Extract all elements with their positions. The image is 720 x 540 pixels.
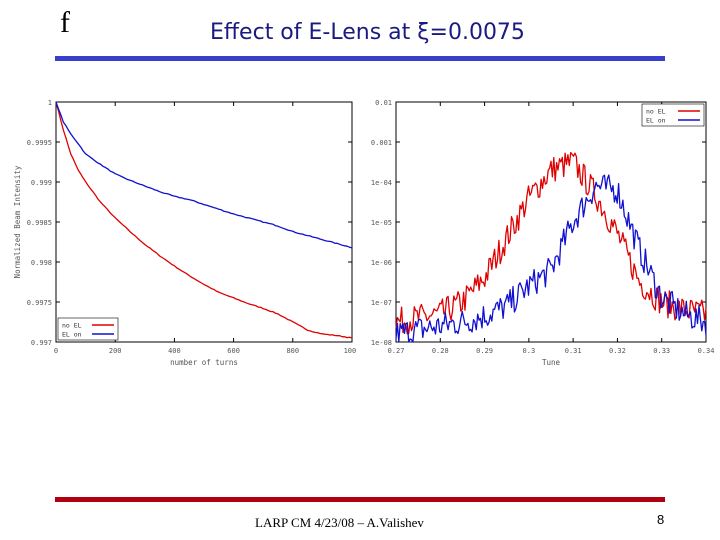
y-tick-label: 0.9985 [27,219,52,227]
x-axis-label: Tune [542,358,561,367]
tune-spectrum-plot-svg: 0.27 0.28 0.29 0.3 0.31 0.32 0.33 0.34 1e-08 1e-0… [371,99,715,367]
y-tick-label: 0.998 [31,259,52,267]
y-tick-label: 1e-07 [371,299,392,307]
tune-spectrum-plot: 0.27 0.28 0.29 0.3 0.31 0.32 0.33 0.34 1e-08 1e-0… [358,90,716,372]
series-line-1 [55,101,353,249]
series-line-0 [395,151,707,335]
legend-label: EL on [646,117,666,125]
y-tick-label: 0.999 [31,179,52,187]
x-tick-label: 0.28 [432,347,449,355]
x-tick-label: 0.29 [476,347,493,355]
y-tick-label: 1e-08 [371,339,392,347]
legend-label: EL on [62,331,82,339]
page-number: 8 [657,512,665,527]
corner-glyph: f [60,6,70,39]
y-tick-label: 1e-06 [371,259,392,267]
footer-rule [55,497,665,502]
y-tick-label: 0.001 [371,139,392,147]
series-line-1 [395,174,707,343]
x-tick-label: 800 [286,347,299,355]
x-tick-label: 0.3 [523,347,536,355]
x-tick-label: 200 [109,347,122,355]
slide-title: Effect of E-Lens at ξ=0.0075 [210,20,525,45]
title-rule [55,56,665,61]
footer-text: LARP CM 4/23/08 – A.Valishev [255,515,424,530]
y-axis-label: Normalized Beam Intensity [13,165,22,278]
x-tick-label: 0.31 [565,347,582,355]
x-tick-label: 0 [54,347,58,355]
y-tick-label: 0.997 [31,339,52,347]
y-tick-label: 1 [48,99,52,107]
x-tick-label: 0.34 [698,347,715,355]
x-tick-label: 600 [227,347,240,355]
y-tick-label: 0.9995 [27,139,52,147]
legend-label: no EL [62,322,82,330]
y-tick-label: 1e-04 [371,179,392,187]
x-tick-label: 400 [168,347,181,355]
y-tick-label: 0.01 [375,99,392,107]
y-tick-label: 0.9975 [27,299,52,307]
plot-frame [55,101,353,343]
series-line-0 [55,102,353,339]
x-axis-label: number of turns [170,358,238,367]
legend-label: no EL [646,108,666,116]
x-tick-label: 0.32 [609,347,626,355]
x-tick-label: 0.27 [388,347,405,355]
y-tick-label: 1e-05 [371,219,392,227]
x-tick-label: 0.33 [653,347,670,355]
